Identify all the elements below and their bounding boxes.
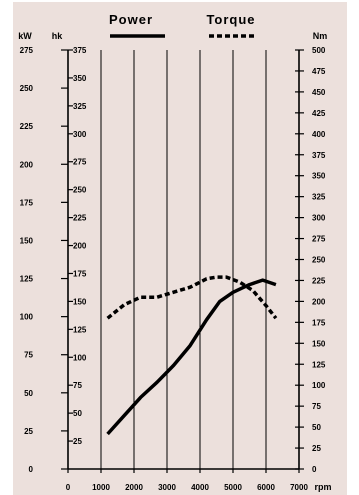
nm-tick-label-425: 425 <box>312 109 326 118</box>
nm-tick-label-225: 225 <box>312 276 326 285</box>
y-axis-unit-kw: kW <box>18 31 32 41</box>
hk-tick-label-375: 375 <box>73 46 87 55</box>
hk-tick-label-200: 200 <box>73 242 87 251</box>
nm-tick-label-50: 50 <box>312 423 321 432</box>
nm-tick-label-0: 0 <box>312 465 317 474</box>
hk-tick-label-75: 75 <box>73 381 82 390</box>
rpm-tick-label-1000: 1000 <box>92 483 110 492</box>
kw-tick-label-275: 275 <box>20 46 34 55</box>
hk-tick-label-125: 125 <box>73 325 87 334</box>
legend: Power Torque <box>109 12 257 38</box>
hk-tick-label-175: 175 <box>73 269 87 278</box>
axis-units: kW hk Nm rpm <box>18 31 331 492</box>
kw-tick-label-250: 250 <box>20 84 34 93</box>
nm-tick-label-100: 100 <box>312 381 326 390</box>
rpm-tick-label-3000: 3000 <box>158 483 176 492</box>
chart-panel: 0 25 50 75 100 125 150 175 200 225 250 275 25 50 75 100… <box>13 2 347 495</box>
nm-tick-label-250: 250 <box>312 256 326 265</box>
nm-tick-label-325: 325 <box>312 193 326 202</box>
hk-tick-label-325: 325 <box>73 102 87 111</box>
y-axis-unit-nm: Nm <box>313 31 328 41</box>
kw-tick-label-0: 0 <box>29 465 34 474</box>
legend-label-torque: Torque <box>206 12 255 27</box>
series <box>106 275 278 436</box>
series-line-torque <box>106 275 278 320</box>
hk-tick-label-250: 250 <box>73 186 87 195</box>
nm-tick-label-25: 25 <box>312 444 321 453</box>
hk-tick-label-50: 50 <box>73 409 82 418</box>
hk-tick-label-100: 100 <box>73 353 87 362</box>
nm-tick-label-350: 350 <box>312 172 326 181</box>
y-axis-unit-hk: hk <box>52 31 63 41</box>
hk-tick-label-225: 225 <box>73 214 87 223</box>
legend-label-power: Power <box>109 12 153 27</box>
chart-background <box>13 2 347 495</box>
kw-tick-label-175: 175 <box>20 198 34 207</box>
kw-tick-label-75: 75 <box>24 351 33 360</box>
nm-tick-label-200: 200 <box>312 297 326 306</box>
nm-tick-label-475: 475 <box>312 67 326 76</box>
nm-tick-label-125: 125 <box>312 360 326 369</box>
rpm-tick-label-6000: 6000 <box>257 483 275 492</box>
nm-tick-label-150: 150 <box>312 339 326 348</box>
nm-tick-label-300: 300 <box>312 214 326 223</box>
x-axis-unit-rpm: rpm <box>314 482 331 492</box>
hk-tick-label-300: 300 <box>73 130 87 139</box>
nm-tick-label-275: 275 <box>312 235 326 244</box>
kw-tick-label-200: 200 <box>20 160 34 169</box>
rpm-tick-label-2000: 2000 <box>125 483 143 492</box>
rpm-tick-label-7000: 7000 <box>290 483 308 492</box>
kw-tick-label-225: 225 <box>20 122 34 131</box>
series-line-power <box>106 278 277 436</box>
kw-tick-label-150: 150 <box>20 236 34 245</box>
nm-tick-label-450: 450 <box>312 88 326 97</box>
hk-tick-label-350: 350 <box>73 74 87 83</box>
kw-tick-label-125: 125 <box>20 275 34 284</box>
hk-tick-label-275: 275 <box>73 158 87 167</box>
kw-tick-label-50: 50 <box>24 389 33 398</box>
ticks: 0255075100125150175200225250275255075100… <box>20 46 326 492</box>
nm-tick-label-375: 375 <box>312 151 326 160</box>
hk-tick-label-150: 150 <box>73 297 87 306</box>
kw-tick-label-100: 100 <box>20 313 34 322</box>
nm-tick-label-500: 500 <box>312 46 326 55</box>
rpm-tick-label-5000: 5000 <box>224 483 242 492</box>
rpm-tick-label-0: 0 <box>66 483 71 492</box>
hk-tick-label-25: 25 <box>73 437 82 446</box>
nm-tick-label-175: 175 <box>312 318 326 327</box>
rpm-tick-label-4000: 4000 <box>191 483 209 492</box>
power-torque-chart: 0255075100125150175200225250275255075100… <box>13 2 347 495</box>
nm-tick-label-400: 400 <box>312 130 326 139</box>
kw-tick-label-25: 25 <box>24 427 33 436</box>
nm-tick-label-75: 75 <box>312 402 321 411</box>
